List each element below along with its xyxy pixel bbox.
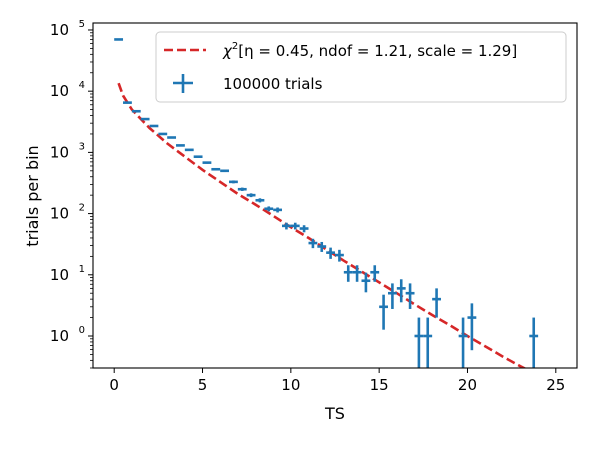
y-tick-exponent: 5 [79, 19, 85, 30]
y-tick-label: 10 [50, 82, 69, 100]
data-point [220, 169, 230, 173]
legend-fit-bracket: [η = 0.45, ndof = 1.21, scale = 1.29] [238, 42, 517, 60]
data-point [202, 161, 212, 164]
data-point [290, 222, 300, 230]
y-tick-label: 10 [50, 205, 69, 223]
data-point [379, 294, 388, 330]
legend-trials-label: 100000 trials [223, 75, 323, 93]
y-tick-exponent: 1 [79, 264, 85, 275]
legend: χ2[η = 0.45, ndof = 1.21, scale = 1.29] … [155, 31, 567, 103]
data-point [167, 136, 177, 139]
data-point [396, 279, 406, 303]
data-point [140, 117, 150, 121]
y-axis-label: trials per bin [23, 145, 42, 246]
data-point [131, 109, 141, 113]
data-points-layer [114, 38, 539, 368]
y-tick-label: 10 [50, 143, 69, 161]
data-point [308, 238, 318, 249]
x-tick-label: 5 [198, 376, 208, 394]
data-point [237, 187, 247, 191]
x-axis-label: TS [324, 404, 345, 423]
data-point [149, 124, 159, 128]
data-point [211, 167, 221, 171]
data-point [432, 288, 441, 318]
y-tick-label: 10 [50, 327, 69, 345]
data-point [158, 132, 168, 136]
data-point [273, 207, 283, 213]
data-point [229, 180, 238, 184]
data-point [255, 198, 265, 203]
x-tick-label: 0 [109, 376, 119, 394]
data-point [387, 283, 397, 309]
data-point [405, 283, 415, 309]
y-tick-label: 10 [50, 266, 69, 284]
y-tick-label: 10 [50, 21, 69, 39]
data-point [184, 148, 194, 152]
svg-text:χ2[η = 0.45, ndof = 1.21, scal: χ2[η = 0.45, ndof = 1.21, scale = 1.29] [222, 41, 517, 60]
y-tick-exponent: 3 [79, 141, 85, 152]
data-point [343, 265, 353, 282]
fit-curve-layer [117, 82, 527, 368]
data-point [193, 155, 203, 159]
data-point [414, 317, 424, 368]
data-point [326, 247, 335, 259]
x-tick-label: 10 [281, 376, 300, 394]
data-point [176, 144, 185, 147]
x-tick-label: 15 [370, 376, 389, 394]
y-tick-exponent: 4 [79, 80, 85, 91]
data-point [423, 317, 433, 368]
fit-curve-line [117, 82, 527, 368]
data-point [264, 206, 274, 212]
data-point [352, 265, 362, 282]
data-point [317, 241, 327, 252]
data-point [299, 225, 309, 233]
data-point [529, 317, 539, 368]
legend-fit-prefix: χ [222, 42, 233, 60]
ticks-layer: 0 5 10 15 20 25 10 0 10 1 10 2 10 3 10 4 10 5 [50, 19, 565, 394]
data-point [458, 317, 468, 368]
legend-box [155, 31, 567, 103]
y-tick-exponent: 0 [79, 325, 85, 336]
data-point [370, 265, 380, 282]
data-point [361, 272, 371, 293]
data-point [123, 101, 132, 104]
data-point [282, 222, 291, 230]
data-point [335, 249, 344, 262]
data-point [467, 303, 477, 351]
x-tick-label: 20 [458, 376, 477, 394]
legend-fit-sup: 2 [232, 41, 238, 52]
data-point [246, 193, 256, 198]
y-tick-exponent: 2 [79, 203, 85, 214]
x-tick-label: 25 [546, 376, 565, 394]
